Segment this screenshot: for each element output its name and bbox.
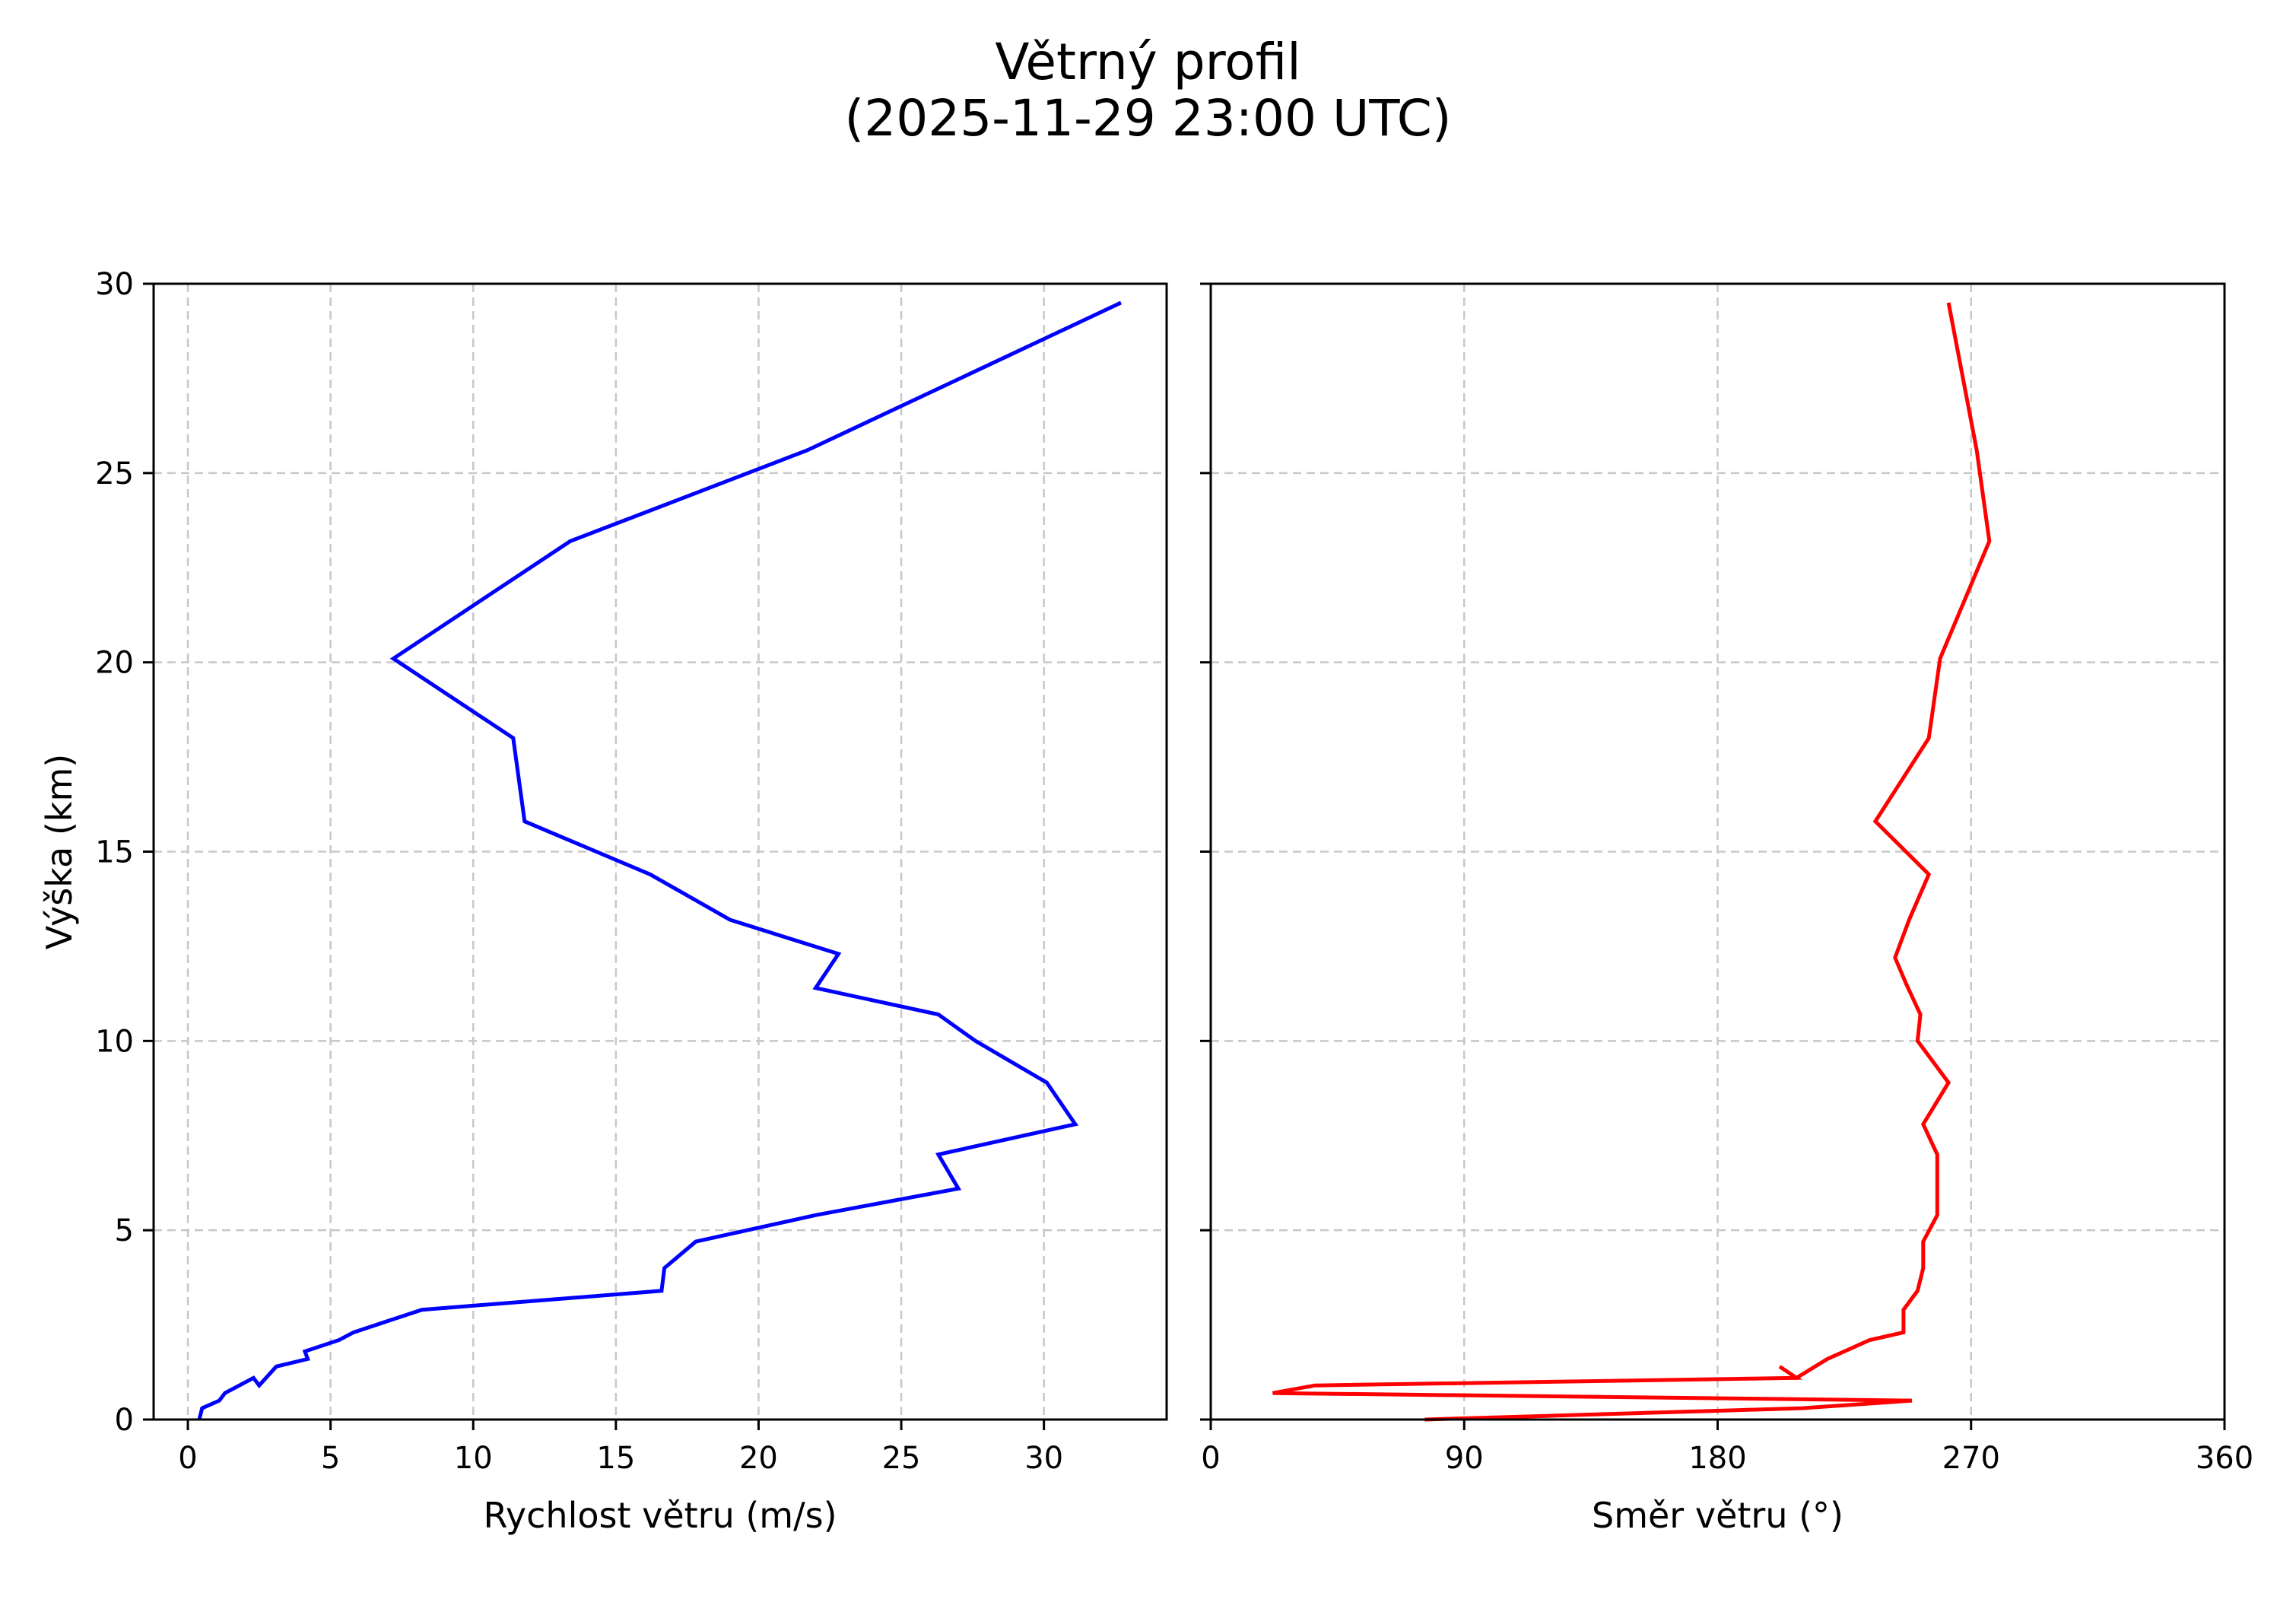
wind-direction-line [1272,302,1992,1422]
chart-subtitle-timestamp: (2025-11-29 23:00 UTC) [844,89,1452,148]
direction-x-axis-label: Směr větru (°) [1592,1495,1843,1536]
speed-ticks: 0 5 10 15 20 25 30 0 5 10 15 20 25 30 [95,267,1063,1476]
x-tick-label: 0 [1201,1441,1220,1476]
y-tick-label: 15 [95,835,134,870]
y-tick-label: 20 [95,646,134,681]
speed-x-axis-label: Rychlost větru (m/s) [483,1495,837,1536]
y-tick-label: 0 [115,1403,134,1438]
x-tick-label: 270 [1942,1441,2000,1476]
x-tick-label: 360 [2196,1441,2253,1476]
x-tick-label: 25 [882,1441,921,1476]
x-tick-label: 0 [178,1441,197,1476]
x-tick-label: 15 [596,1441,635,1476]
x-tick-label: 20 [739,1441,778,1476]
x-tick-label: 90 [1445,1441,1484,1476]
x-tick-label: 5 [321,1441,340,1476]
chart-title: Větrný profil [995,33,1301,91]
x-tick-label: 10 [454,1441,493,1476]
x-tick-label: 180 [1688,1441,1746,1476]
height-y-axis-label: Výška (km) [39,754,80,949]
speed-grid [154,282,1167,1421]
x-tick-label: 30 [1024,1441,1063,1476]
y-tick-label: 5 [115,1213,134,1248]
wind-speed-line [197,300,1123,1420]
direction-grid [1209,282,2226,1421]
wind-direction-panel: 0 90 180 270 360 Směr větru (°) [1200,282,2253,1536]
wind-speed-panel: 0 5 10 15 20 25 30 0 5 10 15 20 25 30 Rychlost větru … [39,267,1168,1536]
y-tick-label: 10 [95,1024,134,1059]
y-tick-label: 25 [95,456,134,491]
direction-ticks: 0 90 180 270 360 [1200,282,2253,1476]
y-tick-label: 30 [95,267,134,302]
